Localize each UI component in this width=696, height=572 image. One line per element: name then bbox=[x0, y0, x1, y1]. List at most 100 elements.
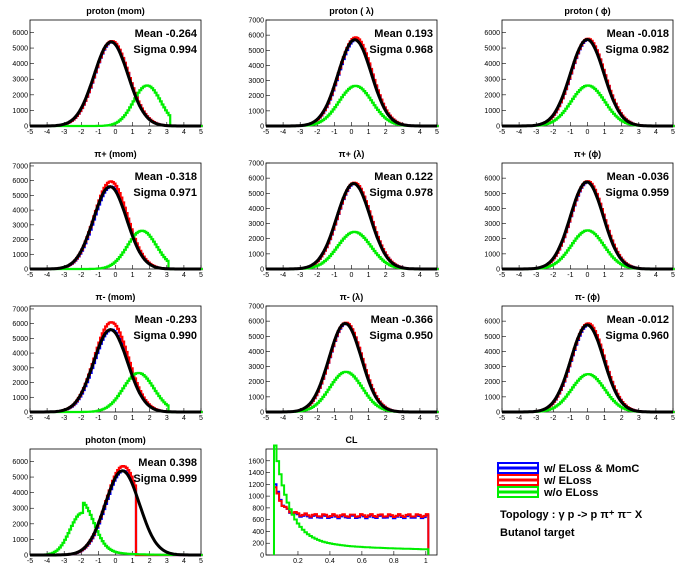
x-tick-label: -3 bbox=[61, 415, 67, 422]
x-tick-label: -2 bbox=[78, 272, 84, 279]
y-tick-label: 1000 bbox=[12, 537, 28, 544]
y-tick-label: 3000 bbox=[484, 364, 500, 371]
y-tick-label: 5000 bbox=[12, 336, 28, 343]
panel-title: π+ (mom) bbox=[94, 149, 136, 159]
y-tick-label: 5000 bbox=[248, 48, 264, 55]
y-tick-label: 3000 bbox=[484, 77, 500, 84]
x-tick-label: 2 bbox=[384, 129, 388, 136]
y-tick-label: 7000 bbox=[248, 18, 264, 25]
series-line bbox=[502, 229, 675, 271]
x-tick-label: -1 bbox=[331, 415, 337, 422]
x-tick-label: -3 bbox=[297, 415, 303, 422]
y-tick-label: 0 bbox=[24, 553, 28, 560]
y-tick-label: 6000 bbox=[248, 33, 264, 40]
y-tick-label: 0 bbox=[24, 124, 28, 131]
histogram-panel: π- (λ) 0 1000 2000 3000 4000 5000 6000 7000 -5 -4 -… bbox=[248, 292, 439, 422]
x-tick-label: 0.8 bbox=[389, 558, 399, 565]
fit-curve bbox=[30, 40, 201, 128]
y-tick-label: 1000 bbox=[248, 394, 264, 401]
x-tick-label: -2 bbox=[550, 129, 556, 136]
y-tick-label: 5000 bbox=[248, 334, 264, 341]
y-tick-label: 0 bbox=[260, 410, 264, 417]
x-tick-label: -5 bbox=[27, 272, 33, 279]
y-tick-label: 7000 bbox=[12, 306, 28, 313]
x-tick-label: 4 bbox=[418, 129, 422, 136]
series-line bbox=[30, 229, 203, 271]
mean-label: Mean 0.398 bbox=[138, 457, 197, 469]
y-tick-label: 6000 bbox=[12, 459, 28, 466]
y-tick-label: 1000 bbox=[484, 108, 500, 115]
y-tick-label: 2000 bbox=[484, 236, 500, 243]
x-tick-label: 3 bbox=[637, 272, 641, 279]
histogram-panel: CL 0 200 400 600 800 1000 1200 1400 1600 0.2 0.4 0.6… bbox=[248, 435, 438, 565]
y-tick-label: 400 bbox=[252, 529, 264, 536]
x-tick-label: 1 bbox=[131, 129, 135, 136]
x-tick-label: 4 bbox=[182, 272, 186, 279]
x-tick-label: 4 bbox=[182, 558, 186, 565]
x-tick-label: 2 bbox=[148, 129, 152, 136]
x-tick-label: -2 bbox=[314, 415, 320, 422]
y-tick-label: 0 bbox=[260, 124, 264, 131]
histogram-panel: photon (mom) 0 1000 2000 3000 4000 5000 6000 -5 -… bbox=[12, 435, 203, 565]
mean-label: Mean 0.193 bbox=[374, 28, 433, 40]
y-tick-label: 3000 bbox=[484, 221, 500, 228]
x-tick-label: 0 bbox=[350, 272, 354, 279]
legend-label: w/ ELoss bbox=[543, 475, 592, 487]
x-tick-label: 4 bbox=[654, 272, 658, 279]
fit-curve bbox=[30, 328, 201, 414]
x-tick-label: 1 bbox=[424, 558, 428, 565]
x-tick-label: -5 bbox=[499, 415, 505, 422]
topology-text: Topology : γ p -> p π⁺ π⁻ X bbox=[500, 509, 643, 521]
y-tick-label: 1000 bbox=[484, 394, 500, 401]
y-tick-label: 0 bbox=[496, 124, 500, 131]
mean-label: Mean -0.012 bbox=[607, 314, 669, 326]
y-tick-label: 5000 bbox=[12, 46, 28, 53]
y-tick-label: 4000 bbox=[12, 490, 28, 497]
sigma-label: Sigma 0.999 bbox=[133, 473, 197, 485]
y-tick-label: 4000 bbox=[248, 206, 264, 213]
series-line bbox=[502, 373, 675, 414]
x-tick-label: 3 bbox=[401, 415, 405, 422]
x-tick-label: -3 bbox=[533, 129, 539, 136]
series-line bbox=[502, 84, 675, 128]
x-tick-label: -3 bbox=[61, 129, 67, 136]
y-tick-label: 6000 bbox=[248, 176, 264, 183]
y-tick-label: 1000 bbox=[12, 252, 28, 259]
x-tick-label: -5 bbox=[263, 272, 269, 279]
x-tick-label: -4 bbox=[280, 272, 286, 279]
x-tick-label: -3 bbox=[533, 272, 539, 279]
x-tick-label: 4 bbox=[418, 415, 422, 422]
x-tick-label: 1 bbox=[131, 415, 135, 422]
series-line bbox=[30, 84, 203, 128]
x-tick-label: -2 bbox=[78, 129, 84, 136]
x-tick-label: 2 bbox=[148, 272, 152, 279]
x-tick-label: 5 bbox=[671, 129, 675, 136]
x-tick-label: -3 bbox=[61, 272, 67, 279]
histogram-panel: π- (ϕ) 0 1000 2000 3000 4000 5000 6000 -5 -4 -3 -2 -… bbox=[484, 292, 675, 422]
mean-label: Mean -0.036 bbox=[607, 171, 669, 183]
series-line bbox=[266, 230, 439, 271]
x-tick-label: -2 bbox=[314, 272, 320, 279]
sigma-label: Sigma 0.971 bbox=[133, 187, 197, 199]
y-tick-label: 1600 bbox=[248, 458, 264, 465]
fit-curve bbox=[502, 323, 673, 414]
y-tick-label: 2000 bbox=[484, 92, 500, 99]
y-tick-label: 2000 bbox=[12, 521, 28, 528]
x-tick-label: 2 bbox=[384, 415, 388, 422]
fit-curve bbox=[502, 180, 673, 271]
y-tick-label: 2000 bbox=[12, 237, 28, 244]
mean-label: Mean -0.018 bbox=[607, 28, 669, 40]
y-tick-label: 1000 bbox=[12, 395, 28, 402]
x-tick-label: 1 bbox=[367, 272, 371, 279]
series-line bbox=[30, 501, 203, 557]
x-tick-label: 5 bbox=[199, 415, 203, 422]
y-tick-label: 5000 bbox=[12, 193, 28, 200]
x-tick-label: 5 bbox=[671, 272, 675, 279]
x-tick-label: -2 bbox=[550, 272, 556, 279]
fit-curve bbox=[266, 38, 437, 128]
legend-label: w/o ELoss bbox=[543, 487, 598, 499]
x-tick-label: -4 bbox=[44, 272, 50, 279]
y-tick-label: 1000 bbox=[248, 251, 264, 258]
